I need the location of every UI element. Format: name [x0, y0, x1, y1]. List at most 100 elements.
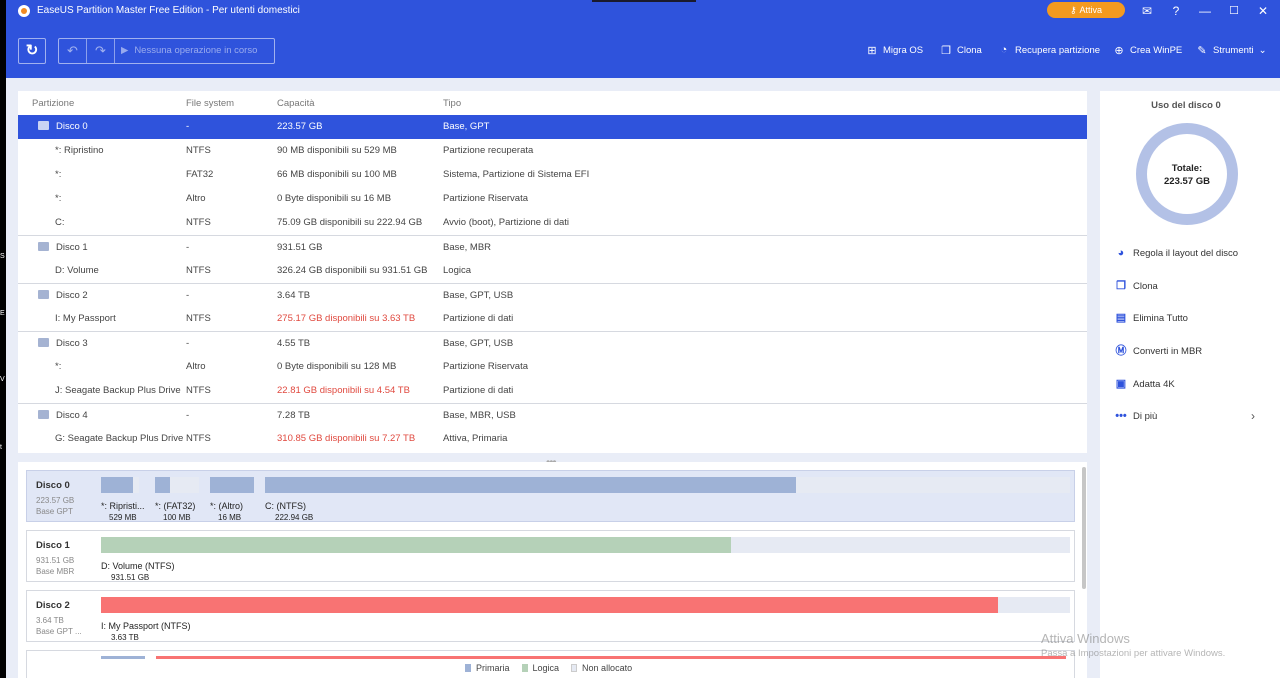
row-name: G: Seagate Backup Plus Drive [55, 433, 184, 444]
usage-fill [155, 477, 170, 493]
close-button[interactable]: ✕ [1257, 4, 1269, 18]
row-capacity: 0 Byte disponibili su 128 MB [277, 361, 397, 372]
row-fs: - [186, 121, 190, 132]
panel-title: Uso del disco 0 [1151, 100, 1221, 111]
title-bar: EaseUS Partition Master Free Edition - P… [6, 0, 1280, 22]
col-type[interactable]: Tipo [443, 98, 462, 109]
disk-card-disk3[interactable] [26, 650, 1075, 678]
refresh-icon: ↻ [25, 42, 39, 59]
redo-button[interactable]: ↷ [87, 39, 115, 63]
delete-all-button[interactable]: ▤ Elimina Tutto [1115, 312, 1188, 324]
table-row[interactable]: J: Seagate Backup Plus Drive NTFS 22.81 … [18, 379, 1087, 403]
windows-watermark-text: Passa a Impostazioni per attivare Window… [1041, 648, 1226, 659]
total-value: 223.57 GB [1164, 176, 1210, 187]
row-name: Disco 1 [56, 242, 88, 253]
disk-card-disk0[interactable]: Disco 0 223.57 GB Base GPT *: Ripristi..… [26, 470, 1075, 522]
clone-icon: ❐ [1116, 280, 1126, 292]
disk-card-disk2[interactable]: Disco 2 3.64 TB Base GPT ... I: My Passp… [26, 590, 1075, 642]
title-bar-overlay [592, 0, 696, 2]
row-fs: Altro [186, 361, 206, 372]
adjust-layout-button[interactable]: ◕ Regola il layout del disco [1115, 247, 1238, 259]
table-row-disk2[interactable]: Disco 2 - 3.64 TB Base, GPT, USB [18, 283, 1087, 307]
col-partition[interactable]: Partizione [32, 98, 75, 109]
table-row-disk0[interactable]: Disco 0 - 223.57 GB Base, GPT [18, 115, 1087, 139]
col-capacity[interactable]: Capacità [277, 98, 315, 109]
disk-icon [38, 338, 49, 347]
convert-mbr-button[interactable]: Ⓜ Converti in MBR [1115, 345, 1203, 357]
table-row[interactable]: *: Ripristino NTFS 90 MB disponibili su … [18, 139, 1087, 163]
partition-block[interactable] [101, 656, 145, 659]
legend-primary: Primaria [465, 663, 510, 673]
align-4k-button[interactable]: ▣ Adatta 4K [1115, 378, 1175, 390]
minimize-button[interactable]: — [1199, 4, 1211, 18]
table-row-disk4[interactable]: Disco 4 - 7.28 TB Base, MBR, USB [18, 403, 1087, 427]
action-label: Elimina Tutto [1133, 312, 1188, 324]
pending-operations[interactable]: ▶ Nessuna operazione in corso [121, 39, 257, 63]
table-row[interactable]: I: My Passport NTFS 275.17 GB disponibil… [18, 307, 1087, 331]
clone-disk-button[interactable]: ❐ Clona [1115, 280, 1158, 292]
row-capacity: 3.64 TB [277, 290, 311, 301]
row-fs: FAT32 [186, 169, 214, 180]
action-label: Converti in MBR [1133, 345, 1203, 357]
legend: Primaria Logica Non allocato [465, 663, 632, 673]
migrate-os-button[interactable]: ⊞ Migra OS [866, 44, 923, 57]
row-type: Partizione Riservata [443, 361, 529, 372]
row-type: Partizione Riservata [443, 193, 529, 204]
activate-button[interactable]: ⚷ Attiva [1047, 2, 1125, 18]
chevron-right-icon[interactable]: › [1251, 409, 1255, 423]
more-button[interactable]: ••• Di più [1115, 410, 1157, 422]
row-name: C: [55, 217, 65, 228]
table-row[interactable]: *: Altro 0 Byte disponibili su 128 MB Pa… [18, 355, 1087, 379]
partition-label: *: (FAT32) [155, 501, 196, 511]
table-row-disk3[interactable]: Disco 3 - 4.55 TB Base, GPT, USB [18, 331, 1087, 355]
row-fs: NTFS [186, 385, 211, 396]
row-name: Disco 2 [56, 290, 88, 301]
clone-button[interactable]: ❐ Clona [940, 44, 982, 57]
row-fs: - [186, 242, 190, 253]
clone-icon: ❐ [941, 45, 951, 57]
table-row-disk1[interactable]: Disco 1 - 931.51 GB Base, MBR [18, 235, 1087, 259]
create-winpe-button[interactable]: ⊕ Crea WinPE [1113, 44, 1182, 57]
recover-partition-button[interactable]: ◔ Recupera partizione [998, 44, 1100, 56]
table-row[interactable]: G: Seagate Backup Plus Drive NTFS 310.85… [18, 427, 1087, 451]
row-capacity: 931.51 GB [277, 242, 323, 253]
row-type: Base, GPT, USB [443, 290, 514, 301]
table-row[interactable]: *: FAT32 66 MB disponibili su 100 MB Sis… [18, 163, 1087, 187]
row-type: Partizione di dati [443, 313, 514, 324]
disk-card-disk1[interactable]: Disco 1 931.51 GB Base MBR D: Volume (NT… [26, 530, 1075, 582]
align-icon: ▣ [1115, 378, 1127, 390]
key-icon: ⚷ [1069, 5, 1077, 15]
row-capacity: 90 MB disponibili su 529 MB [277, 145, 397, 156]
disk-map-scrollbar[interactable] [1082, 467, 1086, 589]
mail-icon[interactable]: ✉ [1141, 4, 1153, 18]
row-capacity: 7.28 TB [277, 410, 311, 421]
partition-block[interactable] [156, 656, 1066, 659]
undo-button[interactable]: ↶ [59, 39, 87, 63]
partition-size: 3.63 TB [111, 633, 139, 642]
disk-icon [38, 410, 49, 419]
row-name: *: [55, 169, 62, 180]
partition-label: C: (NTFS) [265, 501, 306, 511]
disk-icon [38, 242, 49, 251]
total-label: Totale: [1171, 163, 1203, 174]
disk-icon [38, 121, 49, 130]
recover-partition-label: Recupera partizione [1015, 44, 1101, 56]
disk-name: Disco 2 [36, 600, 70, 611]
tools-menu[interactable]: ✎ Strumenti ⌄ [1196, 44, 1266, 57]
trash-icon: ▤ [1115, 312, 1127, 324]
usage-fill [101, 477, 133, 493]
app-window: EaseUS Partition Master Free Edition - P… [6, 0, 1280, 678]
table-row[interactable]: *: Altro 0 Byte disponibili su 16 MB Par… [18, 187, 1087, 211]
maximize-button[interactable]: ☐ [1229, 5, 1239, 17]
partition-size: 16 MB [218, 513, 242, 522]
refresh-button[interactable]: ↻ [18, 38, 46, 64]
table-row[interactable]: C: NTFS 75.09 GB disponibili su 222.94 G… [18, 211, 1087, 235]
row-name: Disco 0 [56, 121, 88, 132]
help-icon[interactable]: ? [1172, 4, 1180, 18]
row-type: Logica [443, 265, 471, 276]
tools-label: Strumenti [1213, 45, 1254, 56]
col-filesystem[interactable]: File system [186, 98, 235, 109]
table-row[interactable]: D: Volume NTFS 326.24 GB disponibili su … [18, 259, 1087, 283]
undo-icon: ↶ [67, 43, 78, 58]
logical-swatch [521, 664, 528, 672]
